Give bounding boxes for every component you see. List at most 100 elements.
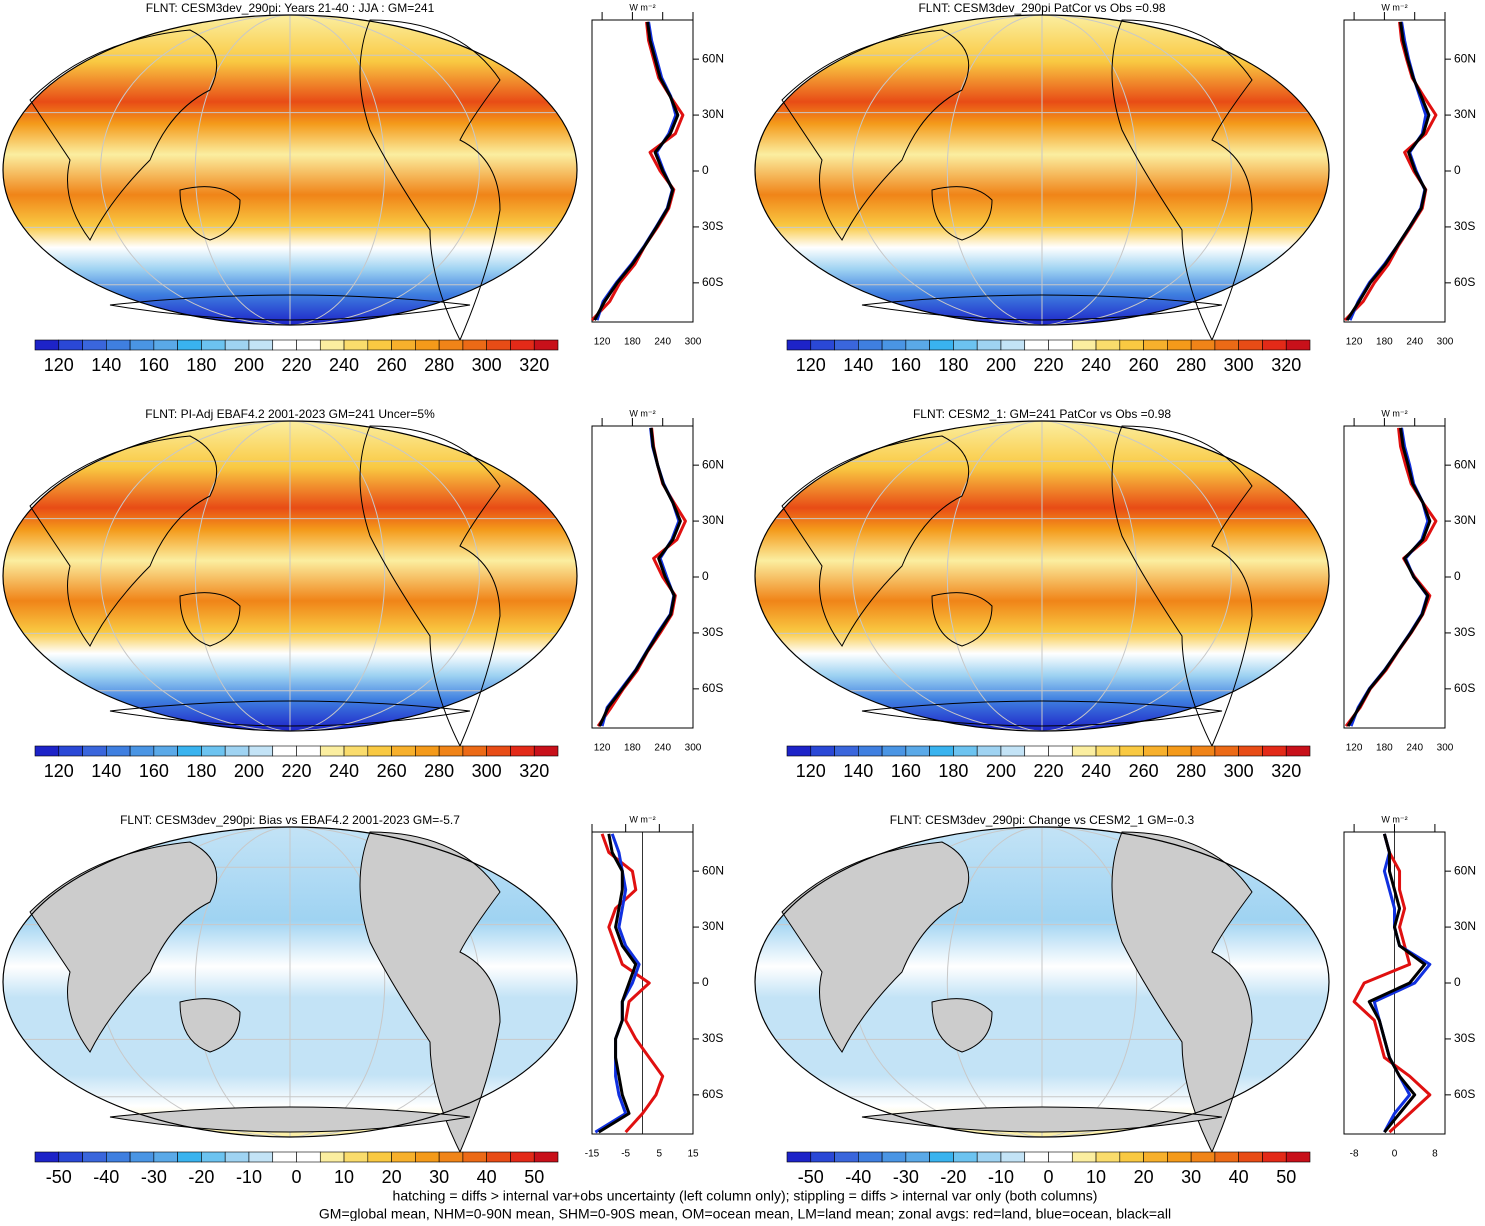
colorbar-box [82,1151,107,1163]
colorbar-box [58,339,83,351]
colorbar-box [415,1151,440,1163]
colorbar-label: 10 [1086,1167,1106,1187]
panel: FLNT: CESM2_1: GM=241 PatCor vs Obs =0.9… [754,407,1476,781]
panel-title: FLNT: CESM3dev_290pi PatCor vs Obs =0.98 [918,1,1165,15]
map-border [2,14,578,326]
colorbar-box [976,339,1002,351]
x-tick-label: 8 [1432,1149,1438,1160]
colorbar-box [58,745,83,757]
colorbar-box [1238,1151,1263,1163]
profile-frame [591,19,694,323]
panel: FLNT: CESM3dev_290pi PatCor vs Obs =0.98… [754,1,1476,375]
colorbar-label: 300 [1224,761,1254,781]
colorbar-box [1167,339,1192,351]
colorbar-label: 280 [424,355,454,375]
colorbar-label: 200 [234,355,264,375]
colorbar-box [367,745,392,757]
y-tick-label: 60S [702,1087,723,1101]
colorbar-box [1024,1151,1049,1163]
colorbar-box [1143,1151,1168,1163]
colorbar-label: 140 [843,761,873,781]
colorbar-box [953,1151,978,1163]
colorbar-box [858,1151,883,1163]
x-tick-label: 180 [1376,743,1393,754]
colorbar-box [881,339,907,351]
colorbar-label: 220 [1033,761,1063,781]
colorbar-box [153,745,178,757]
colorbar-label: 160 [139,355,169,375]
map-border [754,826,1330,1138]
colorbar-box [343,745,369,757]
colorbar-box [1024,339,1049,351]
y-tick-label: 30N [702,919,724,933]
map-land [359,831,501,1154]
colorbar-box [201,745,226,757]
y-tick-label: 30S [1454,625,1475,639]
map-border [754,420,1330,732]
colorbar-label: 300 [1224,355,1254,375]
y-tick-label: 30S [702,219,723,233]
colorbar-box [1095,745,1121,757]
colorbar-box [810,745,835,757]
x-tick-label: 300 [1437,337,1454,348]
colorbar-box [391,339,416,351]
colorbar-label: 120 [796,355,826,375]
map-land [931,998,993,1053]
colorbar-label: 280 [424,761,454,781]
y-tick-label: 30S [1454,1031,1475,1045]
colorbar-box [486,339,511,351]
colorbar-box [296,339,321,351]
map-land [109,294,471,321]
colorbar-label: -20 [188,1167,214,1187]
colorbar-box [510,745,535,757]
colorbar-label: 240 [329,761,359,781]
colorbar-box [486,1151,511,1163]
map-border [754,14,1330,326]
colorbar-label: -30 [141,1167,167,1187]
colorbar-label: 260 [377,761,407,781]
map-land [359,19,501,342]
y-tick-label: 0 [1454,975,1461,989]
y-tick-label: 60N [702,863,724,877]
x-tick-label: 240 [654,337,671,348]
colorbar-box [1190,745,1216,757]
x-tick-label: -8 [1350,1149,1359,1160]
colorbar-box [272,1151,297,1163]
map-land [179,592,241,647]
colorbar-box [1071,339,1097,351]
y-tick-label: 60N [702,457,724,471]
colorbar-box [1071,745,1097,757]
colorbar-label: 260 [377,355,407,375]
colorbar-label: -50 [798,1167,824,1187]
colorbar-box [976,1151,1002,1163]
colorbar-box [129,339,155,351]
colorbar-box [533,339,559,351]
colorbar-box [1071,1151,1097,1163]
colorbar-box [224,745,250,757]
colorbar-label: 240 [1081,355,1111,375]
y-tick-label: 30S [702,1031,723,1045]
panel: FLNT: PI-Adj EBAF4.2 2001-2023 GM=241 Un… [2,407,724,781]
y-tick-label: 60S [1454,275,1475,289]
x-tick-label: 180 [624,337,641,348]
colorbar-box [1167,745,1192,757]
colorbar-box [438,745,464,757]
colorbar-label: -50 [46,1167,72,1187]
colorbar-label: 280 [1176,355,1206,375]
colorbar-label: 20 [1134,1167,1154,1187]
colorbar-box [272,745,297,757]
profile-unit: W m⁻² [629,2,655,12]
x-tick-label: 120 [1346,337,1363,348]
colorbar-label: 220 [1033,355,1063,375]
profile-frame [591,425,694,729]
map-land [931,186,993,241]
colorbar-box [858,339,883,351]
colorbar-box [391,1151,416,1163]
profile-line [1345,21,1431,321]
colorbar-label: 10 [334,1167,354,1187]
panel: FLNT: CESM3dev_290pi: Years 21-40 : JJA … [2,1,724,375]
profile-line [593,21,680,321]
colorbar-box [462,339,487,351]
colorbar-box [929,1151,954,1163]
colorbar-box [391,745,416,757]
